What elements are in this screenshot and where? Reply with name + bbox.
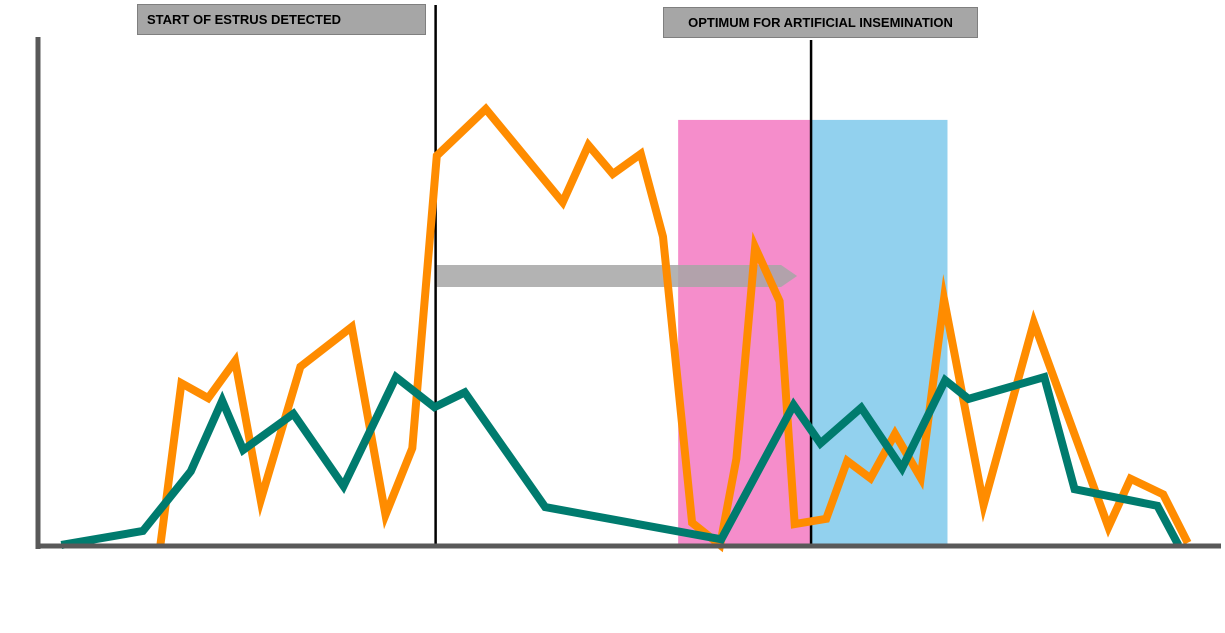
- marker-lines: [434, 5, 813, 545]
- axes: [35, 37, 1221, 549]
- optimum-insemination-label: OPTIMUM FOR ARTIFICIAL INSEMINATION: [663, 7, 978, 38]
- arrow-shape: [436, 264, 798, 287]
- orange-series-line: [156, 103, 1192, 553]
- insemination-windows: [678, 119, 948, 546]
- timing-arrow: [436, 264, 798, 287]
- blue-window: [811, 119, 948, 546]
- estrus-start-label: START OF ESTRUS DETECTED: [137, 4, 426, 35]
- series-lines: [60, 103, 1192, 553]
- green-series-line: [60, 370, 1182, 549]
